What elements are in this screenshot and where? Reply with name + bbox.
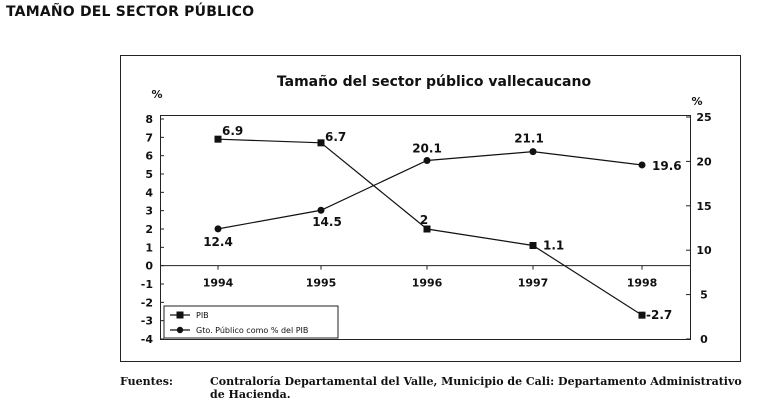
left-tick-label: -4: [141, 333, 154, 346]
left-tick-label: 6: [145, 150, 153, 163]
right-tick-label: 25: [696, 111, 711, 124]
left-tick-label: -3: [141, 315, 153, 328]
right-tick-label: 10: [696, 244, 712, 257]
left-tick-label: 3: [145, 205, 153, 218]
legend-marker-gasto: [176, 326, 184, 334]
pib-data-label: 6.9: [222, 124, 243, 138]
left-tick-label: -1: [141, 278, 153, 291]
plot-area: [160, 115, 691, 340]
right-axis-unit: %: [691, 95, 702, 108]
pib-data-label: -2.7: [646, 308, 672, 322]
left-tick-label: -2: [141, 296, 153, 309]
left-tick-label: 7: [145, 131, 153, 144]
pib-data-label: 2: [420, 213, 428, 227]
gasto-marker: [317, 206, 325, 214]
gasto-marker: [214, 225, 222, 233]
legend-label-pib: PIB: [196, 311, 209, 320]
left-tick-label: 0: [145, 260, 153, 273]
series-line-gasto: [217, 151, 643, 230]
gasto-marker: [423, 157, 431, 165]
pib-marker: [214, 135, 222, 143]
legend-marker-pib: [176, 311, 184, 319]
gasto-marker: [529, 148, 537, 156]
gasto-data-label: 12.4: [203, 235, 233, 249]
x-tick-label: 1997: [518, 277, 549, 290]
x-tick-label: 1998: [627, 277, 658, 290]
sources-text: Contraloría Departamental del Valle, Mun…: [210, 375, 742, 401]
legend-label-gasto: Gto. Público como % del PIB: [196, 326, 308, 335]
left-tick-label: 8: [145, 113, 153, 126]
x-tick-label: 1995: [306, 277, 337, 290]
chart-title: Tamaño del sector público vallecaucano: [277, 74, 592, 90]
gasto-data-label: 19.6: [652, 159, 682, 173]
right-tick-label: 0: [700, 333, 708, 346]
pib-marker: [423, 225, 431, 233]
right-tick-label: 20: [696, 155, 712, 168]
left-axis-unit: %: [151, 88, 162, 101]
left-tick-label: 2: [145, 223, 153, 236]
pib-marker: [317, 139, 325, 147]
right-tick-label: 5: [700, 289, 708, 302]
right-tick-label: 15: [696, 200, 711, 213]
x-tick-label: 1996: [412, 277, 443, 290]
pib-marker: [529, 242, 537, 249]
x-tick-label: 1994: [203, 277, 234, 290]
pib-data-label: 6.7: [325, 130, 346, 144]
pib-marker: [638, 311, 646, 319]
chart: Tamaño del sector público vallecaucano %…: [120, 55, 741, 362]
gasto-data-label: 21.1: [514, 132, 544, 146]
left-tick-label: 5: [145, 168, 153, 181]
gasto-data-label: 14.5: [312, 215, 342, 229]
chart-frame: [120, 55, 741, 362]
left-tick-label: 4: [145, 186, 153, 199]
sources-label: Fuentes:: [120, 375, 173, 388]
pib-data-label: 1.1: [543, 239, 564, 253]
page-heading: TAMAÑO DEL SECTOR PÚBLICO: [6, 4, 255, 20]
legend-box: [163, 305, 339, 339]
gasto-data-label: 20.1: [412, 142, 442, 156]
left-tick-label: 1: [145, 241, 153, 254]
gasto-marker: [638, 161, 646, 169]
